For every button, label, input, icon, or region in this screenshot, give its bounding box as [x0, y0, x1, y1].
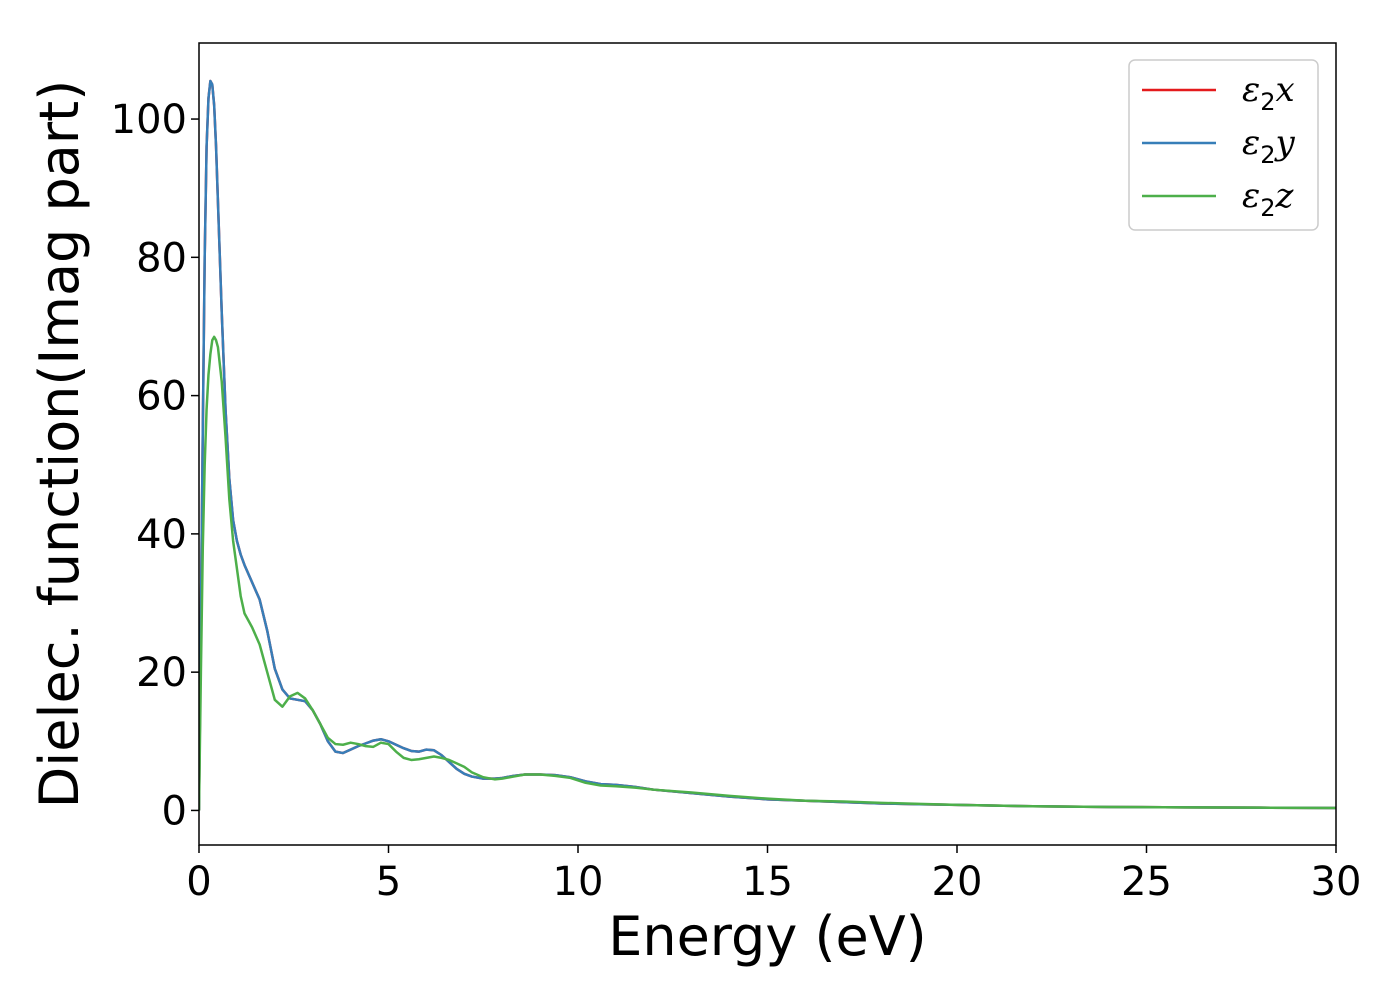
y-axis: 0 20 40 60 80 100	[111, 97, 199, 834]
y-tick-label: 60	[136, 374, 187, 420]
y-tick-label: 0	[162, 788, 187, 834]
x-tick-label: 0	[186, 859, 211, 905]
x-axis: 0 5 10 15 20 25 30	[186, 845, 1361, 905]
y-axis-label: Dielec. function(Imag part)	[28, 80, 91, 809]
x-tick-label: 25	[1121, 859, 1172, 905]
x-tick-label: 15	[742, 859, 793, 905]
y-tick-label: 80	[136, 235, 187, 281]
legend-label-x: ε2x	[1242, 70, 1295, 116]
x-tick-label: 30	[1311, 859, 1362, 905]
legend-box	[1128, 59, 1319, 231]
y-tick-label: 20	[136, 650, 187, 696]
x-tick-label: 10	[553, 859, 604, 905]
x-tick-label: 5	[376, 859, 401, 905]
y-tick-label: 40	[136, 512, 187, 558]
x-tick-label: 20	[932, 859, 983, 905]
series-lines	[199, 79, 1336, 811]
y-tick-label: 100	[111, 97, 187, 143]
legend-label-y: ε2y	[1242, 123, 1296, 169]
x-axis-label: Energy (eV)	[608, 905, 927, 968]
legend: ε2x ε2y ε2z	[1128, 59, 1319, 231]
legend-label-z: ε2z	[1242, 176, 1295, 222]
series-line-z	[199, 335, 1336, 811]
